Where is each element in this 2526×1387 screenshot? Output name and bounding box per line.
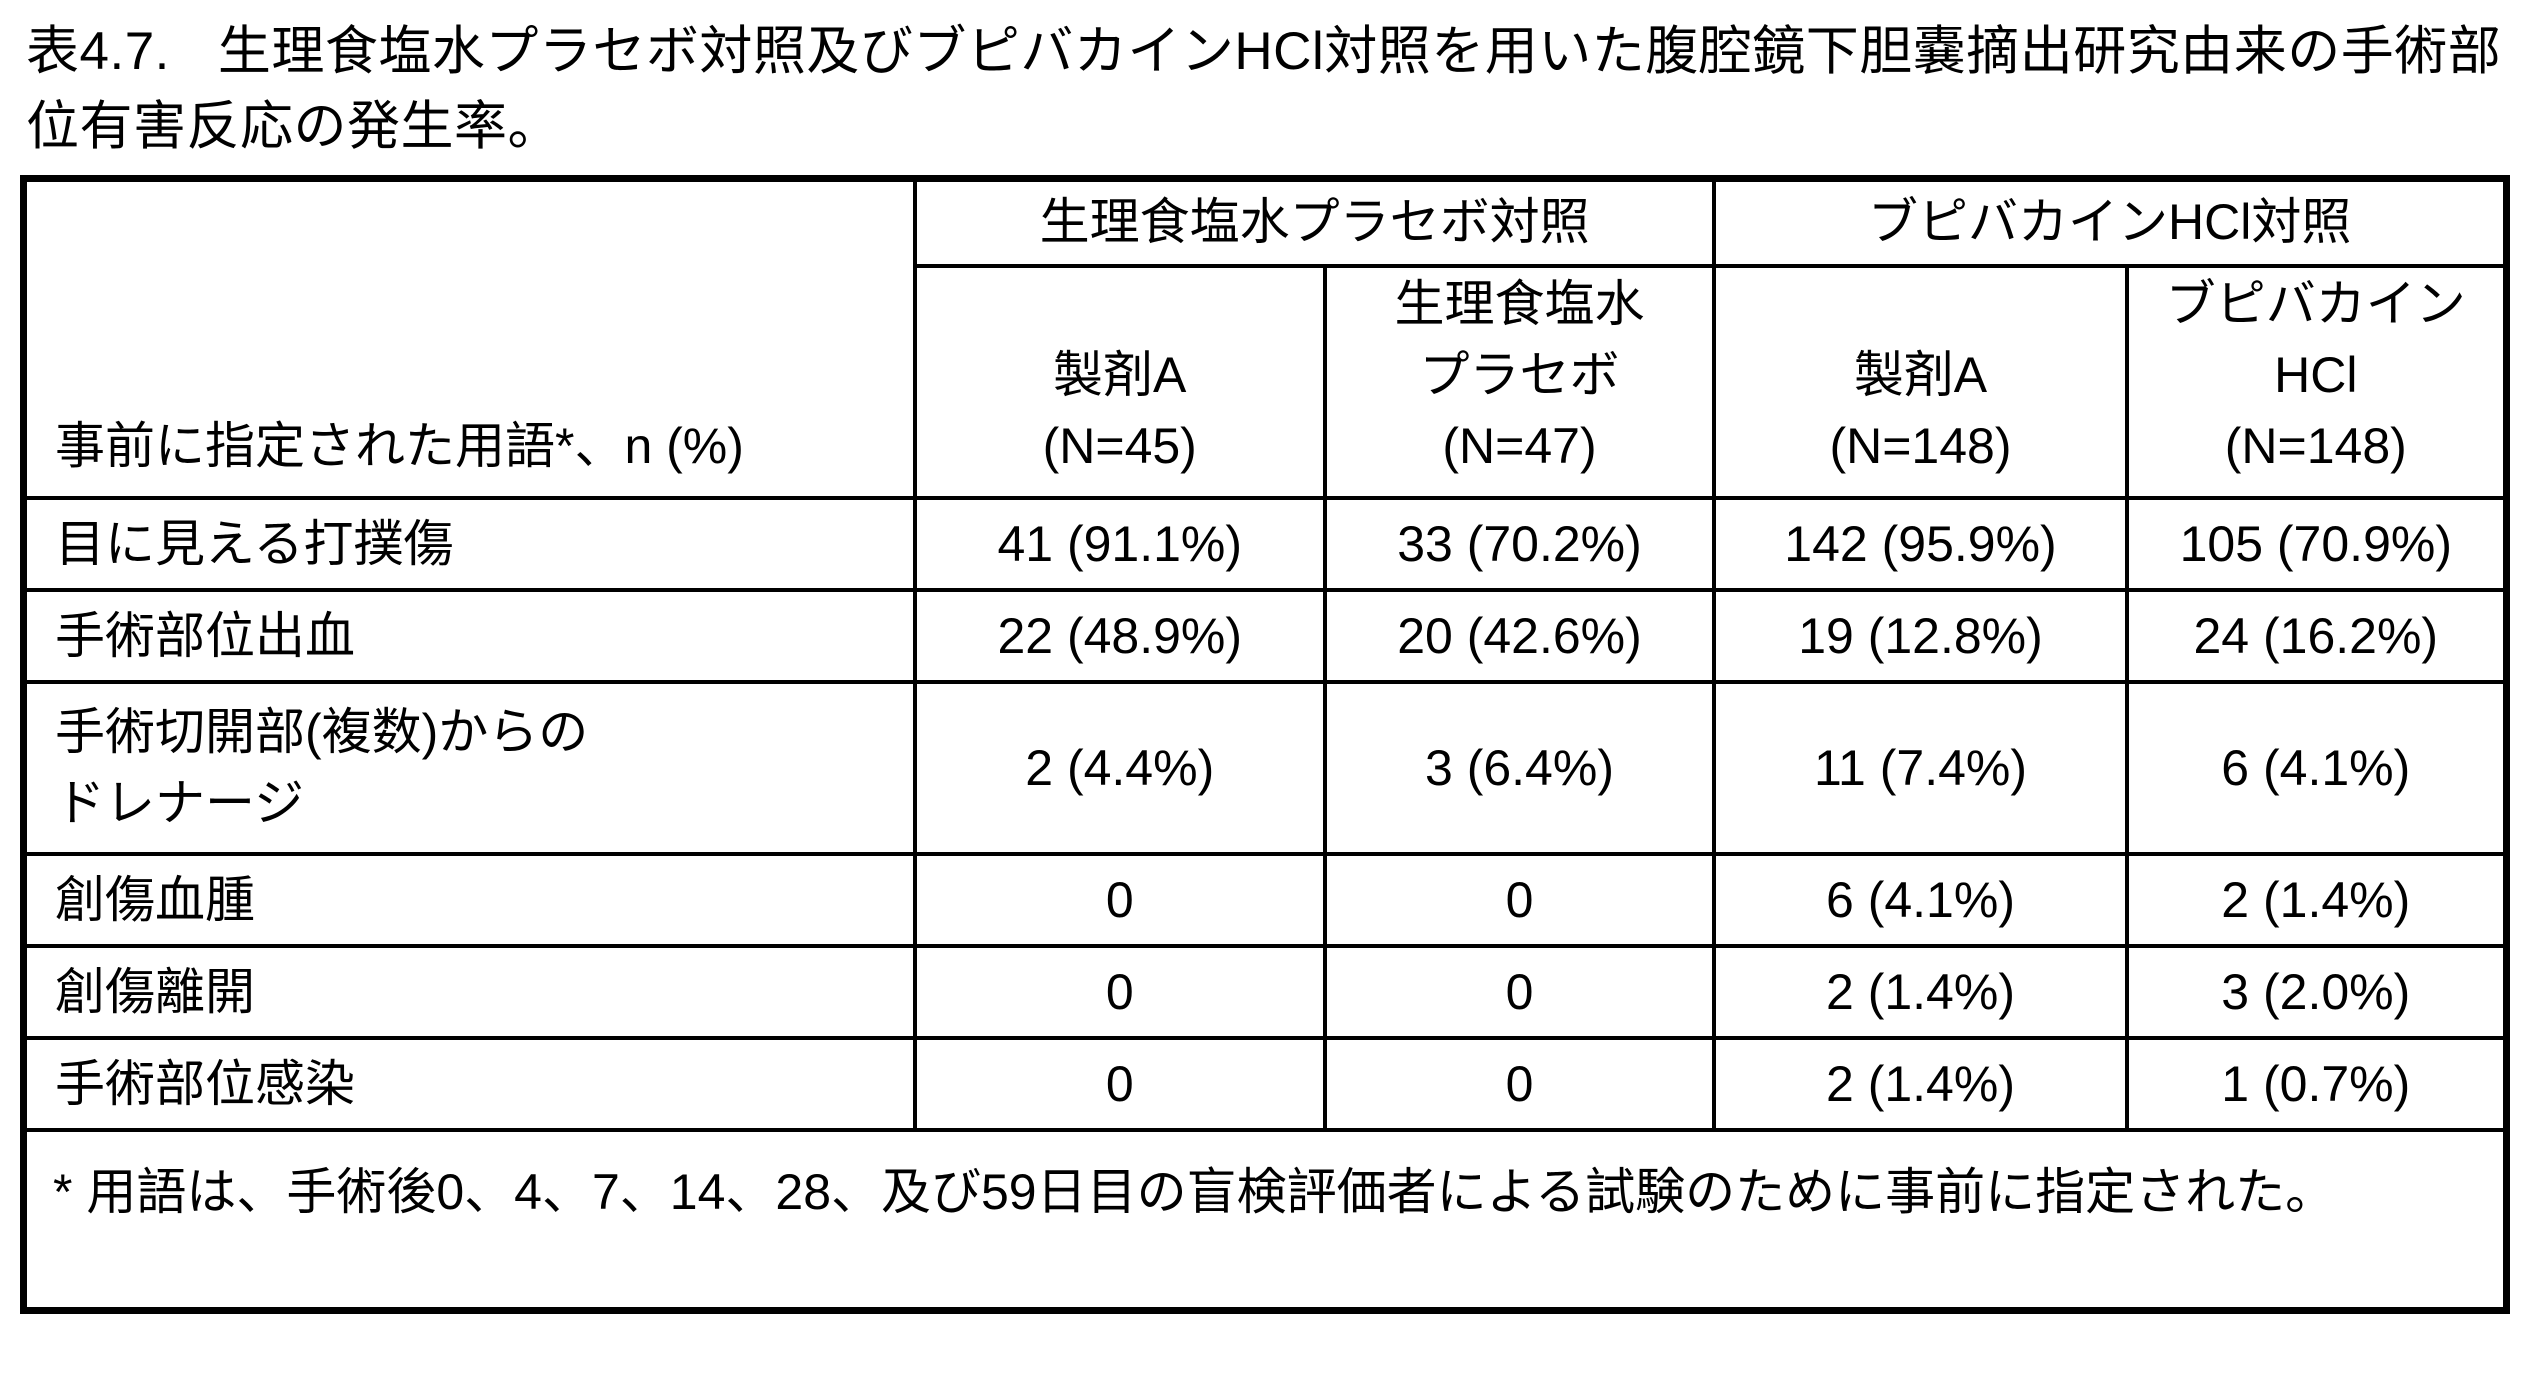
value-cell: 1 (0.7%) xyxy=(2124,1036,2509,1132)
table-caption: 表4.7. 生理食塩水プラセボ対照及びブピバカインHCl対照を用いた腹腔鏡下胆嚢摘… xyxy=(26,14,2510,165)
group-header-bupivacaine: ブピバカインHCl対照 xyxy=(1712,176,2509,268)
value-cell: 0 xyxy=(912,1036,1327,1132)
value-cell: 6 (4.1%) xyxy=(1712,852,2129,948)
value-cell: 2 (1.4%) xyxy=(1712,944,2129,1040)
adverse-events-table: 事前に指定された用語*、n (%) 生理食塩水プラセボ対照 ブピバカインHCl対… xyxy=(20,174,2510,1314)
value-cell: 3 (6.4%) xyxy=(1322,680,1717,856)
value-cell: 0 xyxy=(1322,944,1717,1040)
row-label: 手術部位出血 xyxy=(21,588,917,684)
row-label: 創傷離開 xyxy=(21,944,917,1040)
column-header-row: 製剤A (N=45) 生理食塩水 プラセボ (N=47) 製剤A (N=148)… xyxy=(24,264,2509,500)
value-cell: 105 (70.9%) xyxy=(2124,496,2509,592)
value-cell: 22 (48.9%) xyxy=(912,588,1327,684)
value-cell: 0 xyxy=(912,852,1327,948)
value-cell: 3 (2.0%) xyxy=(2124,944,2509,1040)
column-header-product-a-148: 製剤A (N=148) xyxy=(1712,264,2129,500)
row-label: 目に見える打撲傷 xyxy=(21,496,917,592)
table-row: 創傷離開 0 0 2 (1.4%) 3 (2.0%) xyxy=(21,944,2509,1040)
value-cell: 0 xyxy=(1322,1036,1717,1132)
column-header-saline-placebo-47: 生理食塩水 プラセボ (N=47) xyxy=(1322,264,1717,500)
value-cell: 6 (4.1%) xyxy=(2124,680,2509,856)
group-header-row: 事前に指定された用語*、n (%) 生理食塩水プラセボ対照 ブピバカインHCl対… xyxy=(21,176,2509,500)
value-cell: 41 (91.1%) xyxy=(912,496,1327,592)
table-caption-text: 生理食塩水プラセボ対照及びブピバカインHCl対照を用いた腹腔鏡下胆嚢摘出研究由来… xyxy=(26,22,2502,157)
value-cell: 0 xyxy=(1322,852,1717,948)
footnote-row: * 用語は、手術後0、4、7、14、28、及び59日目の盲検評価者による試験のた… xyxy=(21,1128,2509,1312)
value-cell: 20 (42.6%) xyxy=(1322,588,1717,684)
footnote-text: * 用語は、手術後0、4、7、14、28、及び59日目の盲検評価者による試験のた… xyxy=(53,1164,2336,1220)
footnote: * 用語は、手術後0、4、7、14、28、及び59日目の盲検評価者による試験のた… xyxy=(21,1128,2509,1312)
value-cell: 2 (4.4%) xyxy=(912,680,1327,856)
value-cell: 24 (16.2%) xyxy=(2124,588,2509,684)
row-label: 創傷血腫 xyxy=(21,852,917,948)
table-row: 目に見える打撲傷 41 (91.1%) 33 (70.2%) 142 (95.9… xyxy=(21,496,2509,592)
row-label: 手術部位感染 xyxy=(21,1036,917,1132)
table-row: 手術切開部(複数)からの ドレナージ 2 (4.4%) 3 (6.4%) 11 … xyxy=(21,680,2509,856)
row-label: 手術切開部(複数)からの ドレナージ xyxy=(21,680,917,856)
value-cell: 2 (1.4%) xyxy=(2124,852,2509,948)
value-cell: 19 (12.8%) xyxy=(1712,588,2129,684)
value-cell: 11 (7.4%) xyxy=(1712,680,2129,856)
group-header-saline-placebo: 生理食塩水プラセボ対照 xyxy=(912,176,1717,268)
value-cell: 0 xyxy=(912,944,1327,1040)
table-row: 創傷血腫 0 0 6 (4.1%) 2 (1.4%) xyxy=(21,852,2509,948)
table-row: 手術部位感染 0 0 2 (1.4%) 1 (0.7%) xyxy=(21,1036,2509,1132)
column-header-bupivacaine-hcl-148: ブピバカイン HCl (N=148) xyxy=(2124,264,2509,500)
column-header-product-a-45: 製剤A (N=45) xyxy=(912,264,1327,500)
value-cell: 2 (1.4%) xyxy=(1712,1036,2129,1132)
corner-header: 事前に指定された用語*、n (%) xyxy=(21,176,917,500)
table-caption-number: 表4.7. xyxy=(26,22,170,81)
value-cell: 142 (95.9%) xyxy=(1712,496,2129,592)
table-row: 手術部位出血 22 (48.9%) 20 (42.6%) 19 (12.8%) … xyxy=(21,588,2509,684)
value-cell: 33 (70.2%) xyxy=(1322,496,1717,592)
